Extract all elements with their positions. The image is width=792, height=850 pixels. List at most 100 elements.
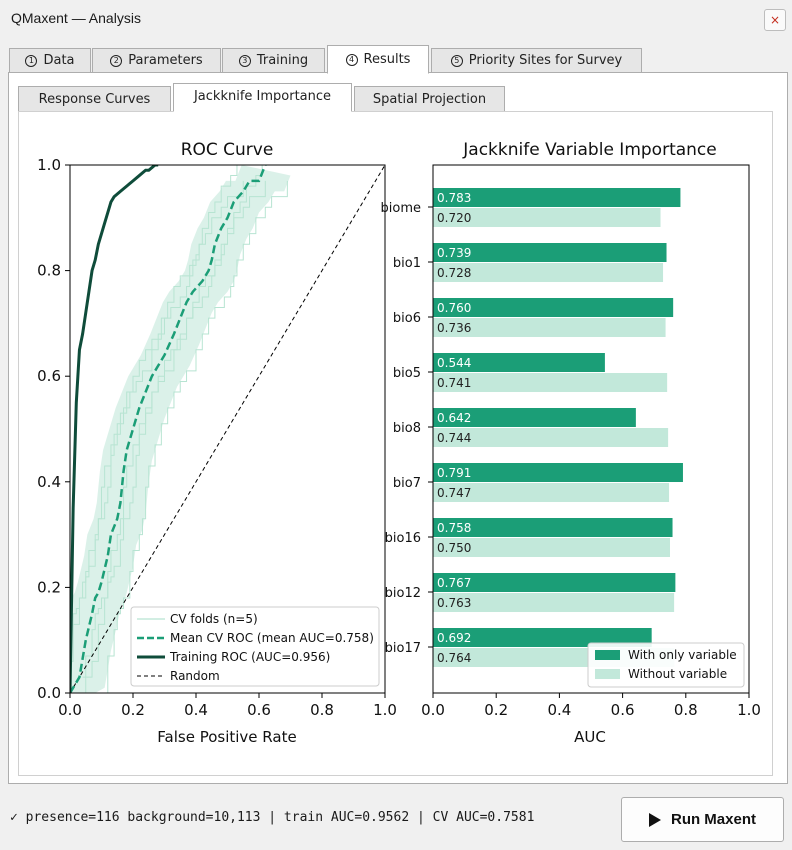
without-variable-value-label: 0.763 [437, 596, 471, 610]
tab-number-badge: 2 [110, 55, 123, 67]
jackknife-category-label: bio8 [393, 421, 421, 436]
jackknife-x-tick-label: 0.4 [547, 701, 571, 719]
roc-y-tick-label: 0.6 [37, 367, 61, 385]
close-icon: × [769, 13, 781, 27]
without-variable-value-label: 0.720 [437, 211, 471, 225]
without-variable-bar [433, 208, 661, 227]
cv-fold-line [82, 165, 278, 678]
figure-svg: ROC Curve False Positive Rate 0.0 0.2 0.4 0… [37, 140, 761, 746]
figure-canvas: ROC Curve False Positive Rate 0.0 0.2 0.4 0… [20, 113, 772, 774]
jackknife-legend-label: Without variable [628, 667, 727, 681]
without-variable-value-label: 0.736 [437, 321, 471, 335]
roc-x-tick-label: 0.6 [247, 701, 271, 719]
with-only-variable-value-label: 0.760 [437, 301, 471, 315]
with-only-variable-value-label: 0.758 [437, 521, 471, 535]
roc-x-tick-label: 0.2 [121, 701, 145, 719]
with-only-variable-bar [433, 243, 667, 262]
roc-y-tick-label: 0.2 [37, 578, 61, 596]
mean-cv-roc-line [70, 165, 267, 693]
roc-axes-frame [69, 164, 386, 694]
without-variable-value-label: 0.741 [437, 376, 471, 390]
with-only-variable-value-label: 0.642 [437, 411, 471, 425]
jackknife-plot-area: 0.783 0.720 biome 0.739 0.728 bio1 0.760 0.736 b… [381, 164, 761, 719]
roc-y-tick-label: 0.0 [37, 684, 61, 702]
with-only-variable-bar [433, 573, 676, 592]
with-only-variable-bar [433, 628, 652, 647]
play-icon [648, 812, 661, 827]
jackknife-legend-swatch [595, 650, 620, 660]
close-button[interactable]: × [764, 9, 786, 31]
tab-number-badge: 5 [450, 55, 463, 67]
cv-fold-line [92, 180, 288, 693]
jackknife-chart: Jackknife Variable Importance AUC 0.783 0… [381, 140, 761, 746]
without-variable-value-label: 0.728 [437, 266, 471, 280]
roc-legend-label: Random [170, 669, 220, 683]
status-bar: ✓ presence=116 background=10,113 | train… [10, 810, 534, 825]
status-text: presence=116 background=10,113 | train A… [25, 810, 535, 825]
with-only-variable-bar [433, 518, 673, 537]
subtab-response-curves[interactable]: Response Curves [18, 86, 171, 111]
tab-parameters[interactable]: 2 Parameters [92, 48, 221, 73]
title-bar: QMaxent — Analysis × [0, 0, 792, 38]
without-variable-value-label: 0.750 [437, 541, 471, 555]
subtab-label: Response Curves [38, 92, 151, 107]
cv-fold-line [70, 180, 244, 693]
roc-legend-label: CV folds (n=5) [170, 612, 258, 626]
jackknife-x-tick-label: 0.6 [611, 701, 635, 719]
without-variable-bar [433, 483, 670, 502]
without-variable-bar [433, 373, 668, 392]
with-only-variable-bar [433, 408, 636, 427]
with-only-variable-value-label: 0.767 [437, 576, 471, 590]
with-only-variable-bar [433, 353, 605, 372]
roc-y-tick-label: 0.4 [37, 473, 61, 491]
tab-label: Training [256, 53, 309, 68]
jackknife-category-label: bio1 [393, 256, 421, 271]
training-roc-line [70, 165, 159, 693]
tab-label: Results [363, 51, 411, 67]
jackknife-category-label: bio5 [393, 366, 421, 381]
without-variable-value-label: 0.744 [437, 431, 471, 445]
roc-title: ROC Curve [181, 140, 274, 160]
without-variable-bar [433, 538, 670, 557]
jackknife-category-label: bio7 [393, 476, 421, 491]
jackknife-category-label: bio16 [385, 531, 421, 546]
roc-legend-box [130, 606, 380, 687]
subtab-jackknife-importance[interactable]: Jackknife Importance [173, 83, 352, 112]
with-only-variable-value-label: 0.783 [437, 191, 471, 205]
jackknife-title: Jackknife Variable Importance [462, 140, 716, 160]
cv-fold-line [70, 165, 253, 678]
with-only-variable-bar [433, 298, 674, 317]
random-line [70, 165, 385, 693]
tab-results[interactable]: 4 Results [327, 45, 429, 74]
jackknife-x-tick-label: 1.0 [737, 701, 761, 719]
jackknife-legend-box [587, 642, 745, 688]
tab-number-badge: 4 [345, 53, 358, 66]
tab-number-badge: 1 [25, 55, 38, 67]
without-variable-bar [433, 593, 675, 612]
jackknife-category-label: bio6 [393, 311, 421, 326]
subtab-spatial-projection[interactable]: Spatial Projection [354, 86, 505, 111]
tab-training[interactable]: 3 Training [222, 48, 325, 73]
tab-data[interactable]: 1 Data [9, 48, 91, 73]
with-only-variable-bar [433, 188, 681, 207]
jackknife-xlabel: AUC [574, 728, 606, 746]
subtab-label: Spatial Projection [372, 92, 487, 107]
roc-y-tick-label: 0.8 [37, 262, 61, 280]
jackknife-legend-swatch [595, 669, 620, 679]
tab-priority-sites[interactable]: 5 Priority Sites for Survey [431, 48, 642, 73]
roc-xlabel: False Positive Rate [157, 728, 296, 746]
jackknife-legend-label: With only variable [628, 648, 737, 662]
jackknife-category-label: biome [381, 201, 421, 216]
run-maxent-button[interactable]: Run Maxent [621, 797, 784, 842]
tab-label: Parameters [128, 53, 203, 68]
roc-x-tick-label: 1.0 [373, 701, 397, 719]
with-only-variable-value-label: 0.544 [437, 356, 471, 370]
jackknife-x-tick-label: 0.8 [674, 701, 698, 719]
roc-x-tick-label: 0.0 [58, 701, 82, 719]
jackknife-x-tick-label: 0.0 [421, 701, 445, 719]
tab-label: Data [43, 53, 75, 68]
roc-x-tick-label: 0.8 [310, 701, 334, 719]
roc-plot-area: 0.0 0.2 0.4 0.6 0.8 1.0 0.0 0.2 0.4 0.6 0.8 1.0 [37, 156, 397, 719]
without-variable-value-label: 0.747 [437, 486, 471, 500]
with-only-variable-value-label: 0.791 [437, 466, 471, 480]
